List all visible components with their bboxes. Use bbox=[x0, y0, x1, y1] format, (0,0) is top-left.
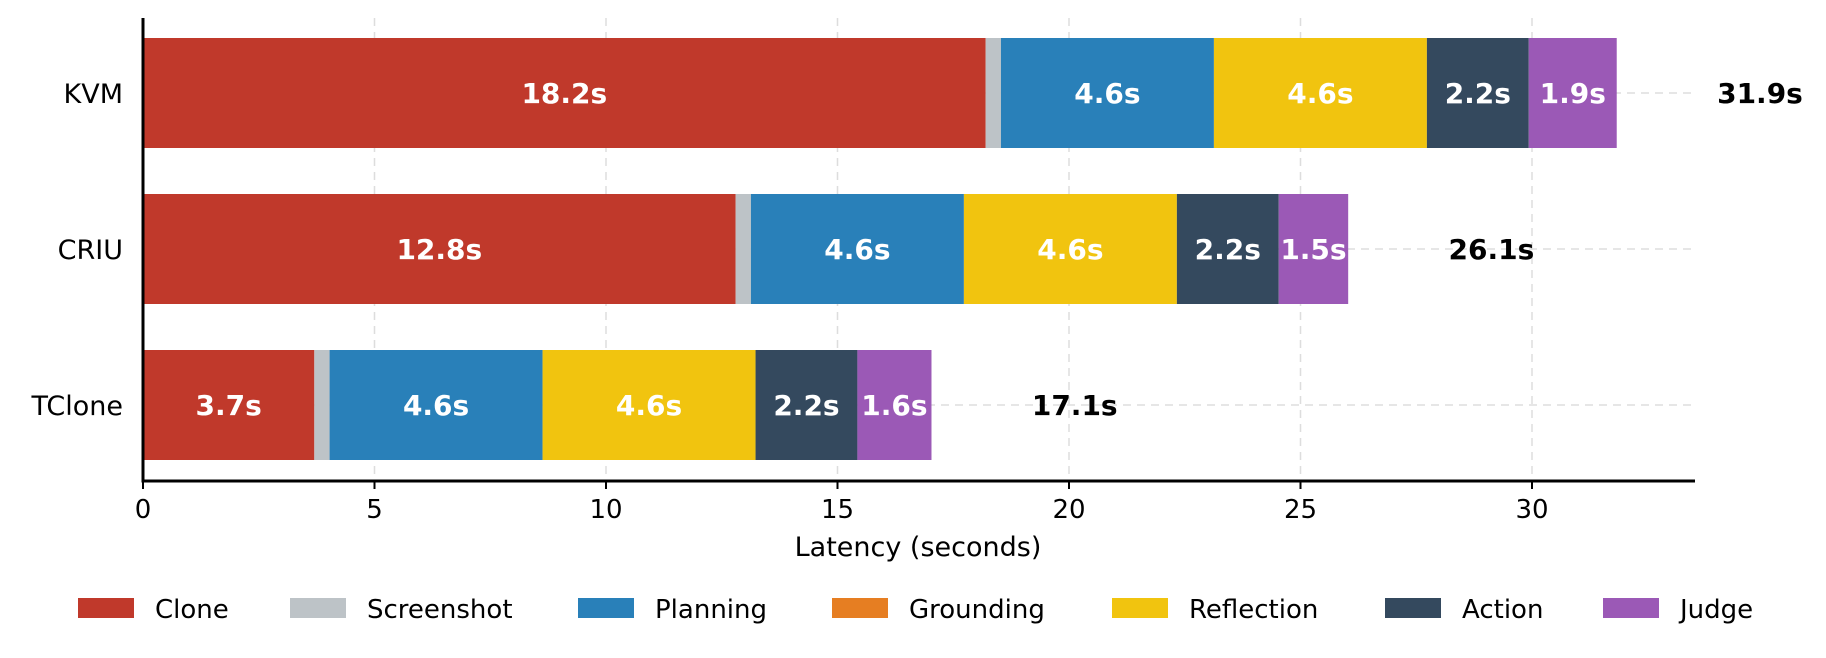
legend-label-planning: Planning bbox=[655, 595, 767, 625]
segment-label-criu-planning: 4.6s bbox=[824, 233, 890, 266]
bar-value-labels: 18.2s 4.6s 4.6s 2.2s 1.9s 31.9s 12.8s 4.6s 4.6s 2… bbox=[196, 77, 1803, 422]
bar-segment-tclone-clone bbox=[143, 350, 315, 460]
bar-segment-tclone-screenshot bbox=[314, 350, 330, 460]
legend-label-grounding: Grounding bbox=[909, 595, 1045, 625]
bar-segment-kvm-reflection bbox=[1213, 38, 1427, 148]
segment-label-criu-clone: 12.8s bbox=[396, 233, 482, 266]
segment-label-kvm-reflection: 4.6s bbox=[1287, 77, 1353, 110]
bar-segment-criu-clone bbox=[143, 194, 736, 304]
legend-swatch-grounding bbox=[832, 598, 888, 618]
bar-segment-criu-reflection bbox=[963, 194, 1177, 304]
bar-segment-criu-action bbox=[1176, 194, 1279, 304]
segment-label-criu-judge: 1.5s bbox=[1280, 233, 1346, 266]
bar-segment-tclone-action bbox=[755, 350, 858, 460]
legend-swatch-clone bbox=[78, 598, 134, 618]
segment-label-criu-action: 2.2s bbox=[1195, 233, 1261, 266]
x-tick-label-4: 20 bbox=[1052, 495, 1085, 525]
total-label-kvm: 31.9s bbox=[1717, 77, 1803, 110]
segment-label-kvm-action: 2.2s bbox=[1445, 77, 1511, 110]
segment-label-kvm-planning: 4.6s bbox=[1074, 77, 1140, 110]
x-tick-label-1: 5 bbox=[366, 495, 383, 525]
segment-label-kvm-clone: 18.2s bbox=[521, 77, 607, 110]
bar-segment-tclone-judge bbox=[857, 350, 932, 460]
legend-swatch-planning bbox=[578, 598, 634, 618]
bar-segment-kvm-planning bbox=[1000, 38, 1214, 148]
segment-label-tclone-planning: 4.6s bbox=[403, 389, 469, 422]
bar-segment-criu-screenshot bbox=[735, 194, 751, 304]
bar-segment-kvm-action bbox=[1426, 38, 1529, 148]
legend: Clone Screenshot Planning Grounding Reflecti… bbox=[78, 595, 1753, 625]
segment-label-criu-reflection: 4.6s bbox=[1037, 233, 1103, 266]
bar-segment-kvm-screenshot bbox=[985, 38, 1001, 148]
total-label-tclone: 17.1s bbox=[1032, 389, 1118, 422]
bar-segment-kvm-clone bbox=[143, 38, 986, 148]
x-tick-label-2: 10 bbox=[589, 495, 622, 525]
legend-label-clone: Clone bbox=[155, 595, 229, 625]
legend-label-screenshot: Screenshot bbox=[367, 595, 513, 625]
segment-label-tclone-reflection: 4.6s bbox=[616, 389, 682, 422]
segment-label-tclone-judge: 1.6s bbox=[861, 389, 927, 422]
x-tick-label-5: 25 bbox=[1284, 495, 1317, 525]
bar-segment-kvm-judge bbox=[1528, 38, 1617, 148]
legend-label-action: Action bbox=[1462, 595, 1543, 625]
segment-label-tclone-clone: 3.7s bbox=[196, 389, 262, 422]
category-label-criu: CRIU bbox=[58, 235, 123, 266]
legend-swatch-reflection bbox=[1112, 598, 1168, 618]
segment-label-tclone-action: 2.2s bbox=[773, 389, 839, 422]
x-tick-label-6: 30 bbox=[1515, 495, 1548, 525]
x-tick-label-0: 0 bbox=[135, 495, 152, 525]
legend-swatch-screenshot bbox=[290, 598, 346, 618]
axes: KVM CRIU TClone 0 5 10 15 20 25 30 bbox=[30, 18, 1695, 525]
x-tick-label-3: 15 bbox=[821, 495, 854, 525]
segment-label-kvm-judge: 1.9s bbox=[1540, 77, 1606, 110]
legend-label-reflection: Reflection bbox=[1189, 595, 1318, 625]
category-label-kvm: KVM bbox=[64, 79, 123, 110]
category-label-tclone: TClone bbox=[30, 391, 123, 422]
bar-segment-criu-planning bbox=[750, 194, 964, 304]
bar-segment-tclone-planning bbox=[329, 350, 543, 460]
legend-swatch-action bbox=[1385, 598, 1441, 618]
legend-label-judge: Judge bbox=[1678, 595, 1753, 625]
bar-segment-tclone-reflection bbox=[542, 350, 756, 460]
x-axis-title: Latency (seconds) bbox=[795, 532, 1042, 563]
total-label-criu: 26.1s bbox=[1449, 233, 1535, 266]
legend-swatch-judge bbox=[1603, 598, 1659, 618]
stacked-bars bbox=[143, 38, 1617, 460]
bar-segment-criu-judge bbox=[1278, 194, 1349, 304]
